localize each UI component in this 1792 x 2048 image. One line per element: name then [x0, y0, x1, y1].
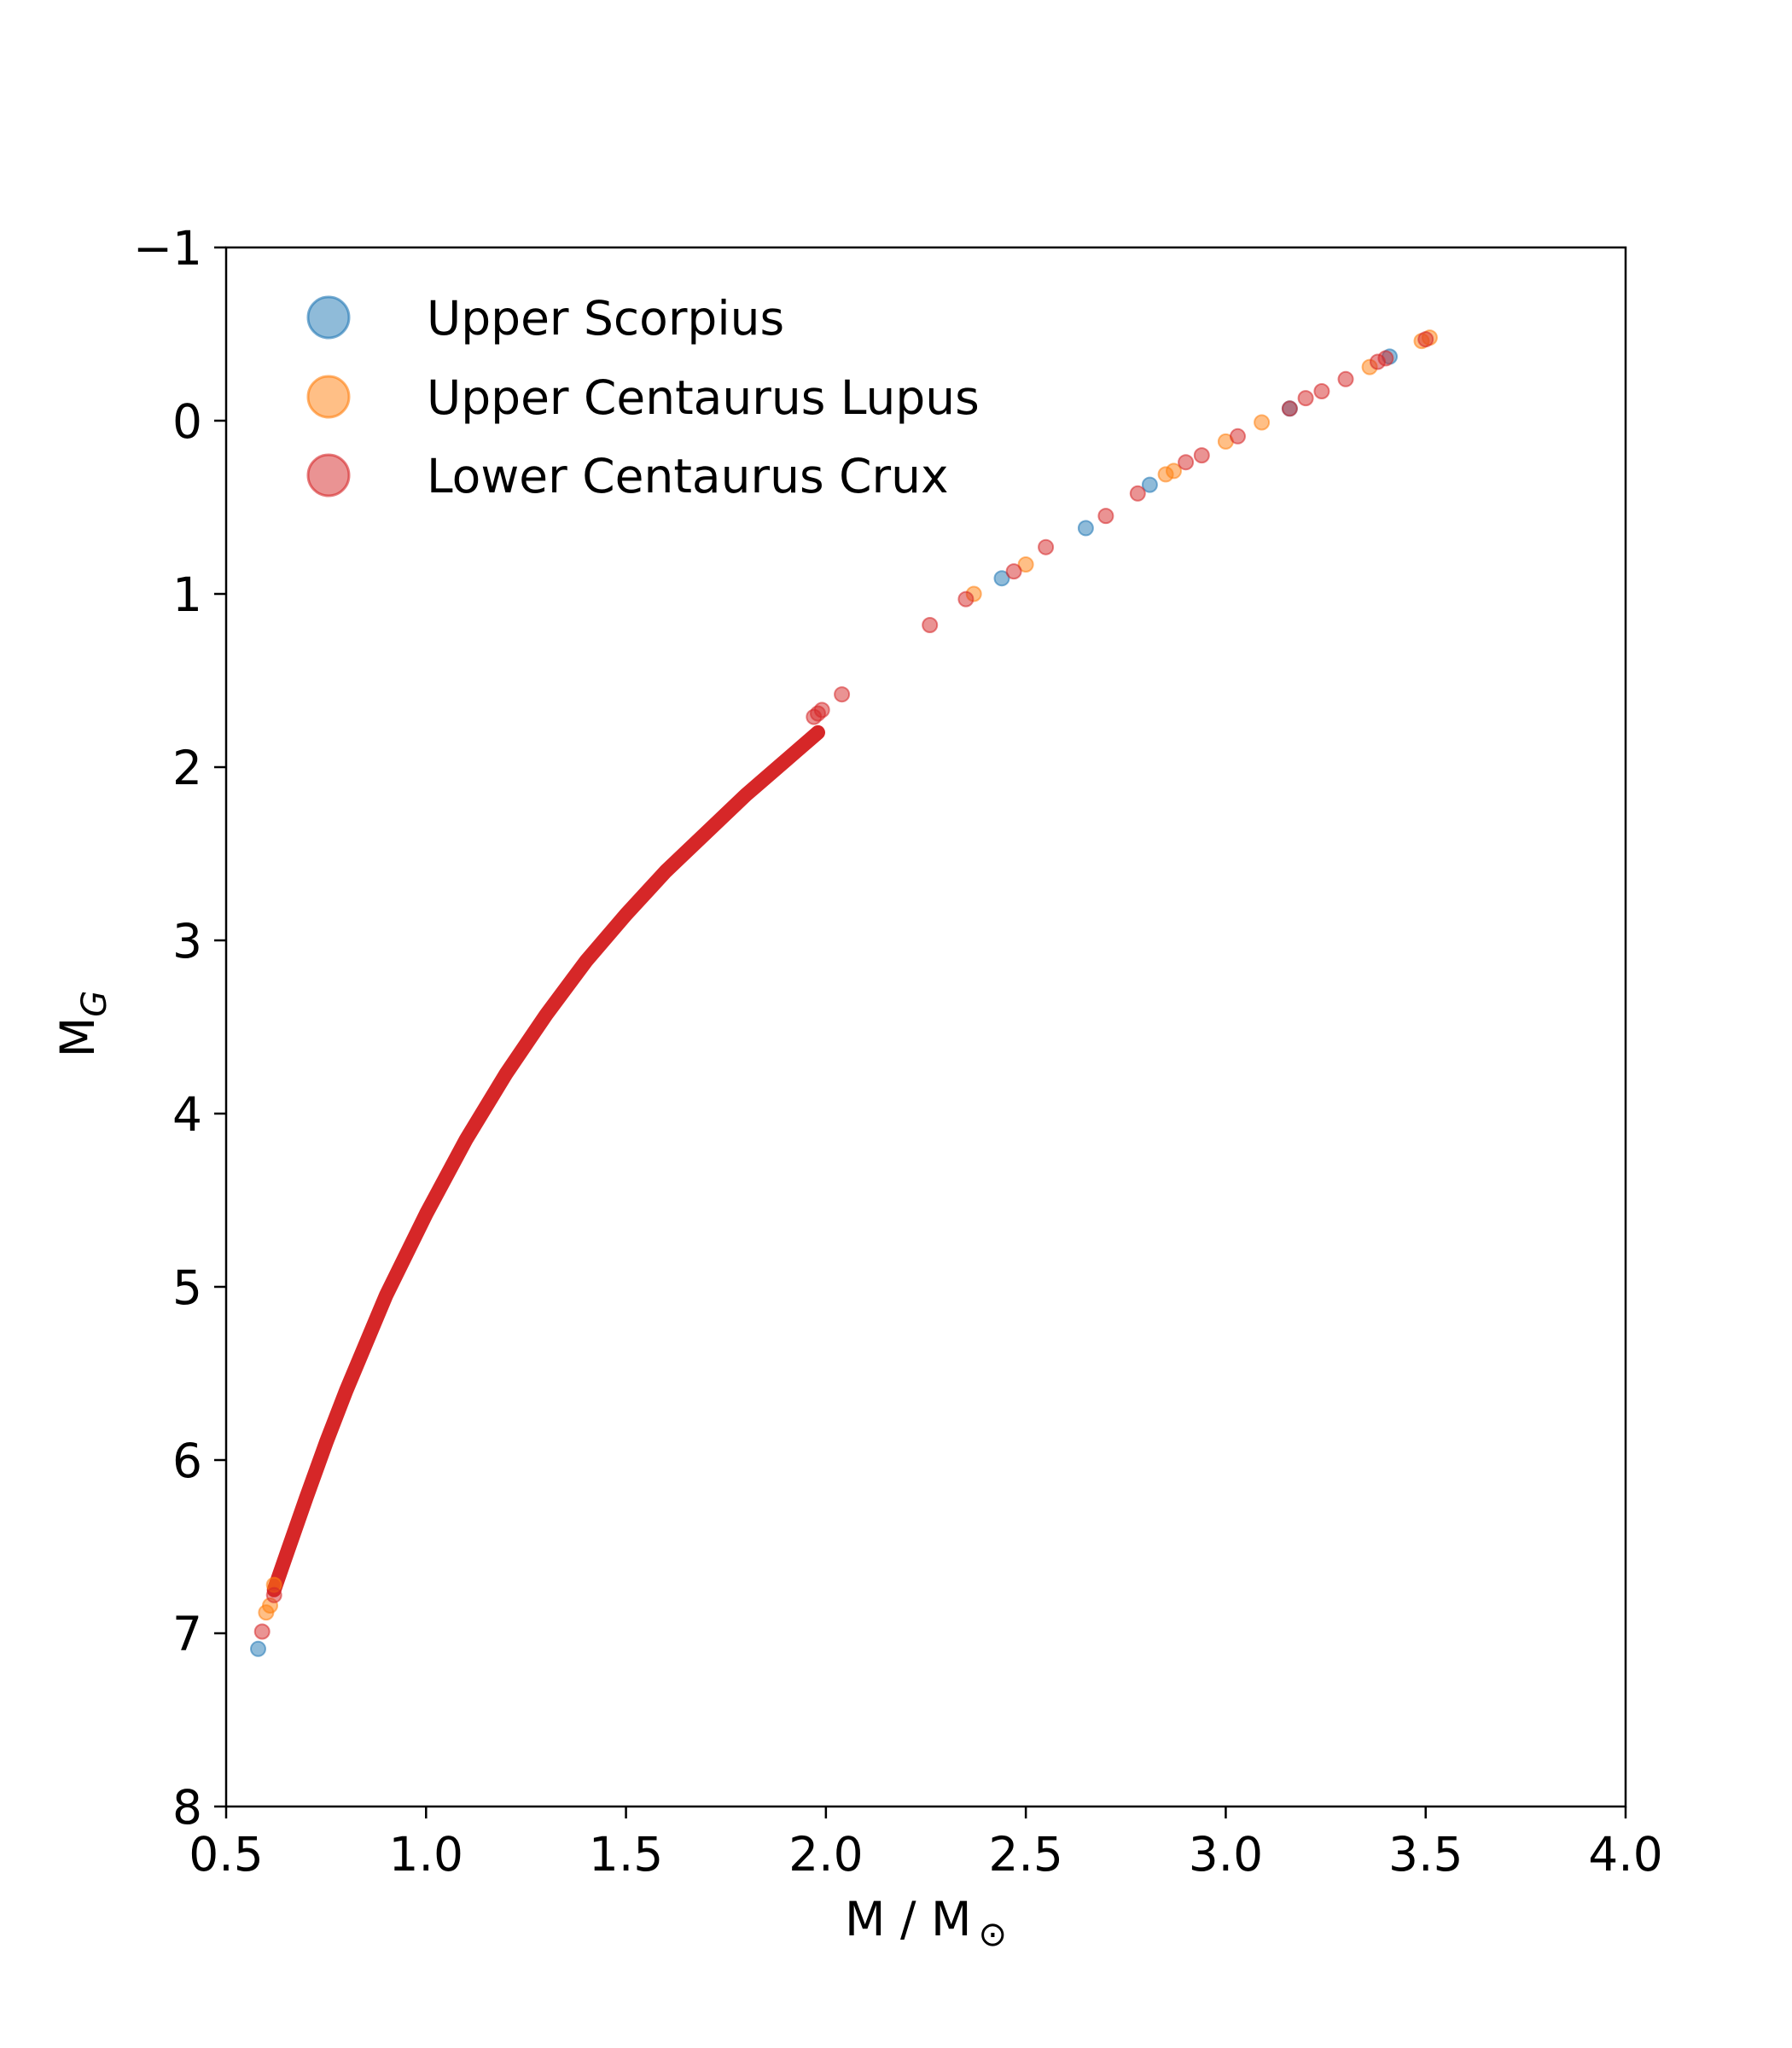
- y-tick-label: 4: [172, 1087, 202, 1142]
- y-tick-label: −1: [133, 221, 202, 276]
- point-lower-centaurus-crux: [1297, 390, 1314, 407]
- y-tick-label: 8: [172, 1780, 202, 1835]
- plot-area: [226, 247, 1626, 1807]
- x-tick-label: 2.0: [788, 1827, 863, 1882]
- point-upper-centaurus-lupus: [1017, 556, 1034, 573]
- point-lower-centaurus-crux: [1178, 454, 1195, 471]
- point-lower-centaurus-crux: [1337, 370, 1354, 387]
- y-tick-label: 5: [172, 1260, 202, 1315]
- y-tick-label: 1: [172, 567, 202, 622]
- plot-frame: [224, 246, 1627, 1808]
- legend-marker-upper-scorpius: [306, 295, 351, 340]
- point-lower-centaurus-crux: [813, 701, 830, 719]
- y-tick-label: 2: [172, 741, 202, 795]
- x-tick-label: 2.5: [988, 1827, 1062, 1882]
- x-tick-label: 0.5: [189, 1827, 263, 1882]
- y-tick-label: 6: [172, 1434, 202, 1488]
- data-points: [250, 329, 1438, 1657]
- x-tick-label: 4.0: [1588, 1827, 1662, 1882]
- legend: Upper Scorpius Upper Centaurus Lupus Low…: [306, 291, 980, 503]
- legend-label-upper-scorpius: Upper Scorpius: [427, 291, 784, 346]
- point-lower-centaurus-crux: [1230, 428, 1246, 445]
- x-tick-label: 1.5: [589, 1827, 663, 1882]
- y-tick-label: 3: [172, 914, 202, 969]
- point-lower-centaurus-crux: [1129, 485, 1146, 502]
- point-lower-centaurus-crux: [957, 591, 975, 608]
- point-lower-centaurus-crux: [1417, 331, 1434, 348]
- point-upper-centaurus-lupus: [1166, 463, 1182, 480]
- x-tick-label: 3.0: [1189, 1827, 1263, 1882]
- y-tick-label: 0: [172, 394, 202, 449]
- point-lower-centaurus-crux: [1193, 447, 1210, 464]
- point-lower-centaurus-crux: [1097, 508, 1114, 525]
- point-lower-centaurus-crux: [1313, 383, 1330, 399]
- point-upper-scorpius: [993, 570, 1010, 587]
- point-lower-centaurus-crux: [265, 1586, 282, 1603]
- point-lower-centaurus-crux: [1038, 538, 1055, 556]
- point-upper-scorpius: [1077, 520, 1094, 537]
- x-axis-ticks: 0.5 1.0 1.5 2.0 2.5 3.0 3.5 4.0: [189, 1807, 1663, 1882]
- legend-label-lower-centaurus-crux: Lower Centaurus Crux: [427, 449, 949, 503]
- legend-item-upper-scorpius: Upper Scorpius: [306, 291, 784, 346]
- point-upper-scorpius: [1141, 476, 1158, 493]
- point-lower-centaurus-crux: [253, 1623, 271, 1640]
- legend-item-upper-centaurus-lupus: Upper Centaurus Lupus: [306, 370, 980, 425]
- legend-label-upper-centaurus-lupus: Upper Centaurus Lupus: [427, 370, 980, 425]
- point-lower-centaurus-crux: [834, 686, 851, 703]
- y-axis-label: MG: [50, 991, 114, 1057]
- x-axis-label: M / M ⊙: [845, 1892, 1007, 1954]
- point-upper-centaurus-lupus: [1254, 414, 1271, 431]
- y-axis-ticks: −1 0 1 2 3 4 5 6 7 8: [133, 221, 226, 1835]
- legend-marker-upper-centaurus-lupus: [306, 375, 351, 419]
- y-tick-label: 7: [172, 1607, 202, 1661]
- main-sequence-band: [266, 724, 825, 1597]
- x-tick-label: 3.5: [1388, 1827, 1463, 1882]
- point-lower-centaurus-crux: [922, 617, 939, 633]
- point-lower-centaurus-crux: [1281, 400, 1298, 417]
- legend-item-lower-centaurus-crux: Lower Centaurus Crux: [306, 449, 949, 503]
- legend-marker-lower-centaurus-crux: [306, 453, 351, 497]
- point-upper-scorpius: [250, 1640, 266, 1657]
- point-lower-centaurus-crux: [1377, 350, 1394, 367]
- x-tick-label: 1.0: [389, 1827, 463, 1882]
- point-lower-centaurus-crux: [1005, 563, 1022, 580]
